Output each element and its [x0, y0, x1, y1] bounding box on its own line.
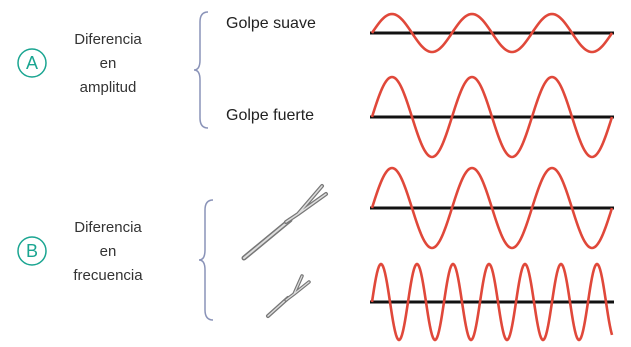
page: {"section_a": {"marker": "A", "label": [… [0, 0, 631, 342]
tuning-fork [268, 276, 309, 316]
label-line: en [100, 243, 117, 260]
tuning-fork [244, 186, 326, 258]
item-label: Golpe suave [226, 15, 316, 32]
brace [199, 200, 213, 320]
label-line: en [100, 55, 117, 72]
marker: B [26, 241, 38, 261]
label-line: Diferencia [74, 219, 142, 236]
label-line: frecuencia [73, 267, 143, 284]
waves [370, 14, 614, 340]
marker: A [26, 53, 38, 73]
item-label: Golpe fuerte [226, 107, 314, 124]
label-line: Diferencia [74, 31, 142, 48]
brace [194, 12, 208, 128]
diagram: A Diferencia en amplitud Golpe suave Gol… [0, 0, 631, 342]
label-line: amplitud [80, 79, 137, 96]
